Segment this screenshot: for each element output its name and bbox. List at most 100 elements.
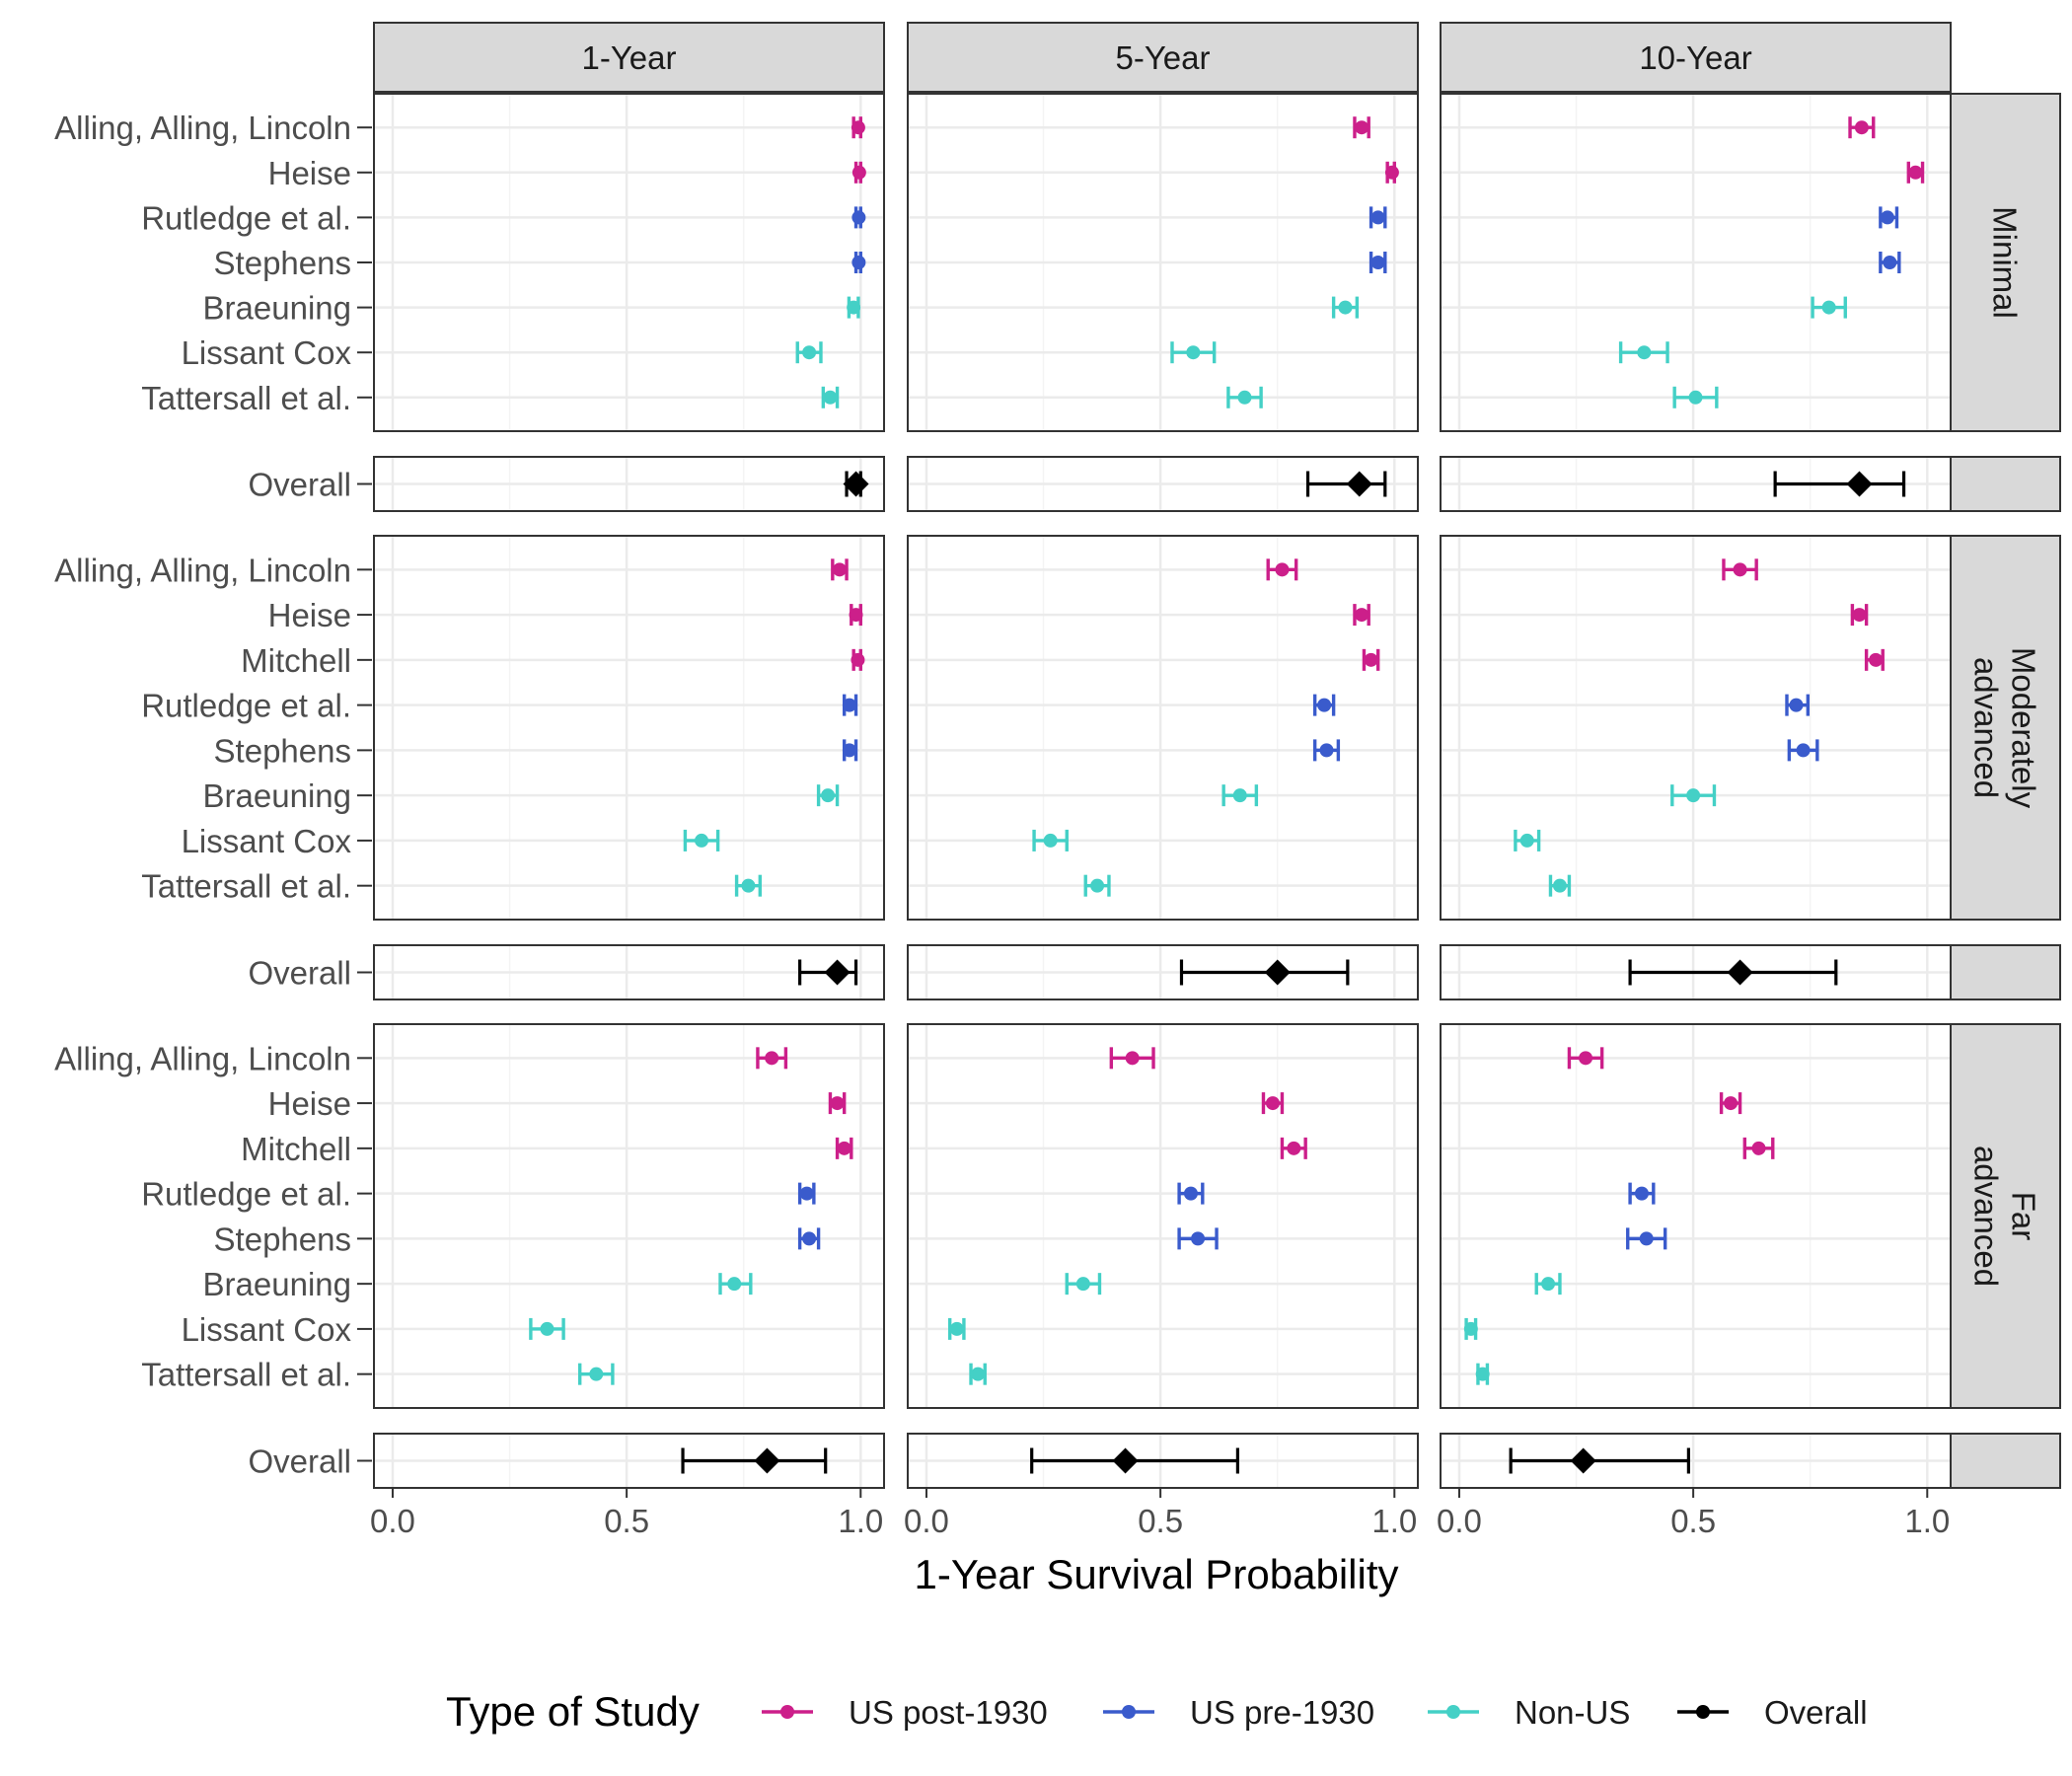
study-estimate-point [1370,256,1385,269]
study-estimate-point [1724,1096,1739,1111]
study-estimate-point [851,210,866,225]
study-estimate-point [1384,165,1399,180]
study-estimate-point [1317,698,1332,712]
study-panel [907,535,1419,921]
study-estimate-point [1639,1231,1654,1246]
legend-item-label: Non-US [1515,1694,1630,1731]
column-strip-label: 10-Year [1639,39,1751,76]
overall-estimate-diamond [1112,1447,1139,1474]
study-estimate-point [949,1321,964,1336]
study-estimate-point [971,1367,986,1381]
study-estimate-point [1370,210,1385,225]
study-label: Lissant Cox [182,823,352,859]
plot-panels [373,93,1952,1489]
study-estimate-point [837,1141,851,1155]
study-panel [907,1023,1419,1409]
legend-item-label: US pre-1930 [1190,1694,1374,1731]
row-strip [1950,1023,2061,1409]
study-estimate-point [1796,743,1811,758]
overall-label: Overall [248,467,351,503]
row-strip-overall [1950,1433,2061,1489]
study-estimate-point [1463,1321,1478,1336]
legend-title: Type of Study [446,1688,700,1735]
overall-estimate-diamond [1727,959,1753,986]
panel-background [374,536,884,920]
study-estimate-point [821,788,836,803]
study-estimate-point [1541,1277,1556,1292]
study-estimate-point [1183,1186,1198,1201]
study-estimate-point [695,833,709,848]
study-estimate-point [830,1096,845,1111]
column-strip-label: 1-Year [581,39,676,76]
y-axis-labels: Alling, Alling, Lincoln Heise Rutledge et … [54,110,372,1480]
legend-key-point [1122,1705,1136,1719]
study-estimate-point [847,300,861,315]
study-label: Braeuning [203,1266,351,1302]
panel-border [907,1023,1419,1409]
overall-estimate-diamond [824,959,851,986]
panel-background [908,536,1418,920]
overall-estimate-diamond [1846,471,1873,497]
study-estimate-point [1883,256,1897,269]
legend-key-point [1696,1705,1710,1719]
study-panel [373,1023,885,1409]
study-label: Alling, Alling, Lincoln [54,552,351,588]
study-estimate-point [727,1277,742,1292]
panel-border [907,456,1419,512]
overall-estimate-diamond [843,471,869,497]
study-estimate-point [1852,608,1867,623]
study-estimate-point [1908,165,1923,180]
study-label: Tattersall et al. [141,380,351,416]
overall-label: Overall [248,1443,351,1480]
study-panel [373,535,885,921]
x-tick-label: 0.0 [1437,1503,1482,1539]
row-strip [1950,93,2061,432]
overall-panel [373,944,885,1000]
study-label: Heise [268,1085,351,1122]
overall-panel [907,456,1419,512]
study-estimate-point [1579,1051,1593,1066]
study-estimate-point [1090,878,1105,893]
study-label: Stephens [214,732,351,769]
study-label: Braeuning [203,290,351,327]
legend-key-point [780,1705,794,1719]
study-label: Mitchell [241,1131,351,1167]
panel-background [1441,1024,1951,1408]
overall-estimate-diamond [1346,471,1372,497]
study-panel [373,93,885,432]
overall-panel [907,944,1419,1000]
study-estimate-point [851,652,865,667]
column-strip [373,22,885,93]
study-estimate-point [1519,833,1534,848]
column-strips: 1-Year 5-Year 10-Year [373,22,1952,93]
study-estimate-point [1751,1141,1766,1155]
study-estimate-point [1869,652,1884,667]
panel-border [907,1433,1419,1489]
panel-border [373,456,885,512]
study-panel [1440,535,1952,921]
study-estimate-point [1854,120,1869,135]
panel-border [907,93,1419,432]
overall-label: Overall [248,955,351,992]
study-estimate-point [823,390,838,405]
study-estimate-point [1686,788,1701,803]
study-estimate-point [1043,833,1058,848]
row-strip-label: Minimal [1987,206,2024,319]
legend: Type of Study US post-1930 US pre-1930 Non-… [446,1688,1868,1735]
study-estimate-point [1821,300,1836,315]
overall-panel [373,456,885,512]
study-label: Heise [268,597,351,633]
study-estimate-point [1319,743,1334,758]
x-tick-label: 0.5 [604,1503,649,1539]
study-panel [907,93,1419,432]
study-label: Rutledge et al. [141,199,351,236]
x-axes: 0.0 0.5 1.0 0.0 0.5 1.0 0.0 0.5 1.0 [370,1488,1950,1539]
row-strip-label: Moderatelyadvanced [1968,647,2042,809]
row-strip-overall [1950,456,2061,512]
study-label: Heise [268,155,351,191]
study-label: Lissant Cox [182,334,352,371]
study-estimate-point [851,165,866,180]
overall-estimate-diamond [1570,1447,1596,1474]
row-strip-label-line: Minimal [1987,206,2024,319]
